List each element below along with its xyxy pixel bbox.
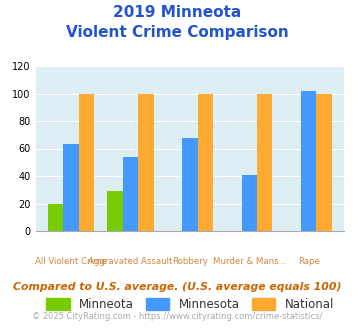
Text: Aggravated Assault: Aggravated Assault	[88, 257, 173, 266]
Legend: Minneota, Minnesota, National: Minneota, Minnesota, National	[46, 298, 334, 311]
Bar	[123, 157, 138, 231]
Bar	[107, 191, 123, 231]
Text: Murder & Mans...: Murder & Mans...	[213, 257, 286, 266]
Bar	[316, 93, 332, 231]
Text: All Violent Crime: All Violent Crime	[36, 257, 107, 266]
Bar	[242, 175, 257, 231]
Text: Compared to U.S. average. (U.S. average equals 100): Compared to U.S. average. (U.S. average …	[13, 282, 342, 292]
Text: Rape: Rape	[298, 257, 320, 266]
Bar	[182, 138, 198, 231]
Bar	[198, 93, 213, 231]
Bar	[79, 93, 94, 231]
Text: Robbery: Robbery	[172, 257, 208, 266]
Text: Violent Crime Comparison: Violent Crime Comparison	[66, 25, 289, 40]
Bar	[48, 204, 64, 231]
Text: 2019 Minneota: 2019 Minneota	[113, 5, 242, 20]
Text: © 2025 CityRating.com - https://www.cityrating.com/crime-statistics/: © 2025 CityRating.com - https://www.city…	[32, 312, 323, 321]
Bar	[257, 93, 273, 231]
Bar	[64, 145, 79, 231]
Bar	[138, 93, 154, 231]
Bar	[301, 91, 316, 231]
